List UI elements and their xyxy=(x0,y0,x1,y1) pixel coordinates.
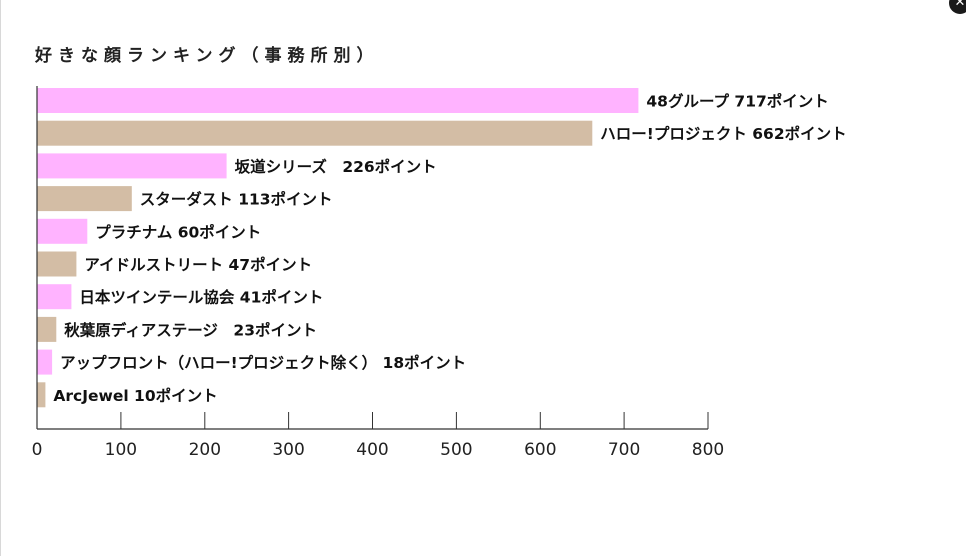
x-tick-label-500: 500 xyxy=(440,440,472,460)
x-tick-label-400: 400 xyxy=(356,440,388,460)
bar-7 xyxy=(37,284,72,310)
x-tick-label-700: 700 xyxy=(608,440,640,460)
bar-label-5: プラチナム 60ポイント xyxy=(95,222,261,241)
chart-title: 好きな顔ランキング（事務所別） xyxy=(35,46,380,66)
bar-8 xyxy=(37,316,57,342)
bar-9 xyxy=(37,349,53,375)
x-tick-label-200: 200 xyxy=(189,440,221,460)
x-tick-label-800: 800 xyxy=(692,440,724,460)
bar-3 xyxy=(37,153,227,179)
bar-4 xyxy=(37,186,132,212)
close-icon[interactable]: ✕ xyxy=(949,0,966,14)
bar-10 xyxy=(37,382,46,408)
bar-label-4: スターダスト 113ポイント xyxy=(140,190,333,209)
bar-label-9: アップフロント（ハロー!プロジェクト除く） 18ポイント xyxy=(60,353,466,372)
bar-5 xyxy=(37,218,88,244)
bar-label-7: 日本ツインテール協会 41ポイント xyxy=(79,288,323,307)
bar-label-8: 秋葉原ディアステージ 23ポイント xyxy=(64,320,317,339)
bar-label-6: アイドルストリート 47ポイント xyxy=(84,255,312,274)
x-tick-label-600: 600 xyxy=(524,440,556,460)
x-tick-label-100: 100 xyxy=(105,440,137,460)
bar-label-3: 坂道シリーズ 226ポイント xyxy=(235,157,437,176)
bar-1 xyxy=(37,88,639,113)
x-tick-label-300: 300 xyxy=(272,440,304,460)
x-tick-label-0: 0 xyxy=(32,440,43,460)
bar-label-1: 48グループ 717ポイント xyxy=(646,92,828,111)
bar-label-2: ハロー!プロジェクト 662ポイント xyxy=(600,124,846,143)
bar-2 xyxy=(37,120,593,146)
bar-6 xyxy=(37,251,77,277)
bar-label-10: ArcJewel 10ポイント xyxy=(53,386,217,405)
